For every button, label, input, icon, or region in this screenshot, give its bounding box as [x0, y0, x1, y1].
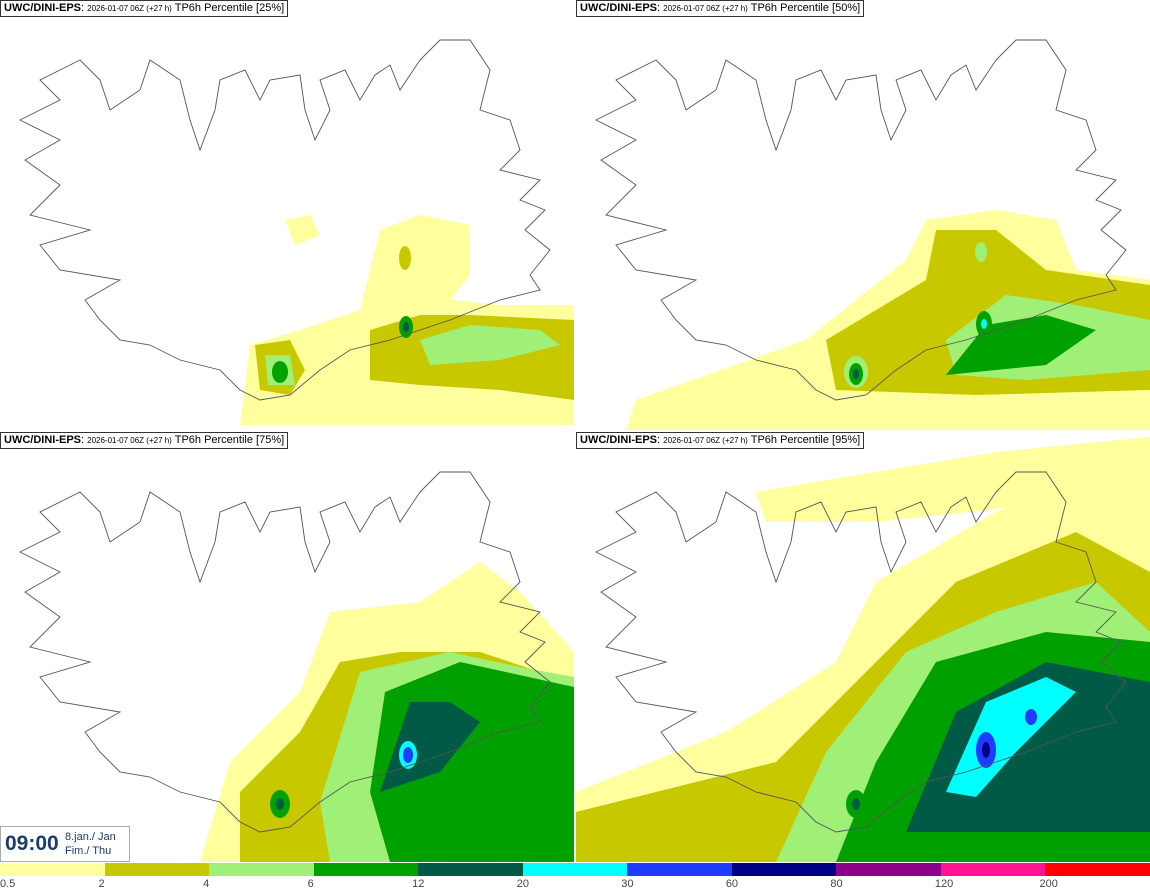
legend-label: 4: [203, 878, 210, 890]
legend-label: 6: [307, 878, 314, 890]
iceland-coastline: [594, 471, 1127, 833]
precip-field: [240, 215, 574, 425]
legend-swatch: [836, 863, 941, 876]
legend-swatch: [627, 863, 732, 876]
valid-time-box: 09:00 8.jan./ Jan Fim./ Thu: [0, 826, 130, 862]
iceland-coastline: [18, 39, 551, 401]
legend-swatch: [940, 863, 1046, 876]
precip-field: [626, 210, 1150, 430]
precip-field: [576, 437, 1150, 862]
map-panel-25: UWC/DINI-EPS: 2026-01-07 06Z (+27 h) TP6…: [0, 0, 574, 430]
precipitation-map: [576, 437, 1150, 862]
panel-title: UWC/DINI-EPS: 2026-01-07 06Z (+27 h) TP6…: [576, 0, 865, 17]
legend-label: 30: [621, 878, 634, 890]
legend-label: 2: [98, 878, 105, 890]
legend-label: 120: [934, 878, 954, 890]
legend-swatch: [731, 863, 837, 876]
legend-label: 200: [1039, 878, 1058, 890]
legend-label: 20: [516, 878, 529, 890]
precip-legend: 0.5 2 4 6 12 20 30 60 80 120 200: [0, 862, 1150, 891]
legend-swatch: [1045, 863, 1150, 876]
legend-swatch: [0, 863, 105, 876]
legend-swatch: [522, 863, 628, 876]
valid-day: Fim./ Thu: [65, 845, 112, 857]
valid-time: 09:00: [5, 832, 59, 855]
map-panel-50: UWC/DINI-EPS: 2026-01-07 06Z (+27 h) TP6…: [576, 0, 1150, 430]
map-panel-75: UWC/DINI-EPS: 2026-01-07 06Z (+27 h) TP6…: [0, 432, 574, 862]
precipitation-map: [18, 471, 574, 862]
iceland-coastline: [594, 39, 1127, 401]
legend-label: 12: [412, 878, 425, 890]
valid-date: 8.jan./ Jan: [65, 831, 116, 843]
legend-swatch: [313, 863, 419, 876]
precipitation-map: [18, 39, 574, 425]
panel-title: UWC/DINI-EPS: 2026-01-07 06Z (+27 h) TP6…: [0, 432, 289, 449]
panel-title: UWC/DINI-EPS: 2026-01-07 06Z (+27 h) TP6…: [0, 0, 289, 17]
legend-swatch: [418, 863, 523, 876]
precipitation-map: [594, 39, 1150, 430]
panel-title: UWC/DINI-EPS: 2026-01-07 06Z (+27 h) TP6…: [576, 432, 865, 449]
map-panel-95: UWC/DINI-EPS: 2026-01-07 06Z (+27 h) TP6…: [576, 432, 1150, 862]
legend-swatch: [104, 863, 210, 876]
legend-label: 60: [725, 878, 739, 890]
legend-swatch: [209, 863, 314, 876]
legend-label: 80: [830, 878, 843, 890]
iceland-coastline: [18, 471, 551, 833]
legend-label: 0.5: [0, 878, 16, 890]
precip-field: [200, 562, 574, 862]
